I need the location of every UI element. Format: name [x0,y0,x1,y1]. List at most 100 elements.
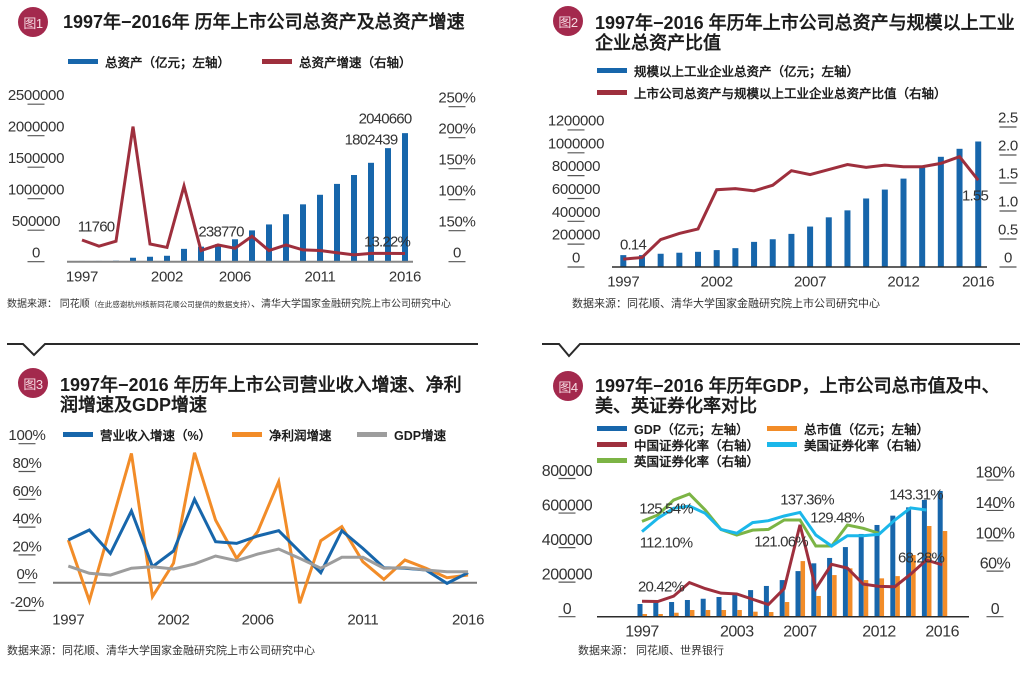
right-axis-tick-label: 0.5 [998,222,1018,239]
left-axis-tick-label: 2000000 [8,119,64,136]
figure-4-badge: 图4 [553,371,583,401]
left-axis-tick-label: 800000 [552,158,600,175]
x-axis-tick-label: 2016 [389,269,421,286]
industrial-assets-bar [769,239,776,267]
left-axis-tick-label: 200000 [542,567,593,584]
legend-label: 净利润增速 [269,428,332,443]
market-cap-bar [911,555,916,617]
x-axis-tick-label: 2002 [701,274,733,291]
figure-2-legend-industrial-assets: 规模以上工业企业总资产（亿元；左轴） [597,62,860,79]
x-axis-tick-label: 2016 [452,612,484,629]
total-assets-bar [385,148,391,262]
industrial-assets-bar [695,251,702,267]
data-label: 68.28% [898,550,945,567]
left-axis-tick-label: 600000 [552,181,600,198]
us-securitization-line [641,504,927,548]
market-cap-bar [879,578,885,617]
gdp-bar [700,598,706,617]
figure-4-source: 数据来源： 同花顺、世界银行 [578,645,725,657]
left-axis-tick-label: 2500000 [8,87,64,104]
legend-label: 总资产增速（右轴） [299,55,412,70]
figure-2-title-line-1: 1997年−2016 年历年上市公司总资产与规模以上工业 [595,13,1015,33]
left-axis-tick-label: 1000000 [548,135,604,152]
left-axis-tick-label: 400000 [542,532,593,549]
market-cap-bar [816,595,821,617]
listed-to-industrial-ratio-line [623,154,980,261]
x-axis-tick-label: 2016 [962,274,994,291]
industrial-assets-bar [788,233,795,267]
figure-2-title-line-2: 企业总资产比值 [595,33,721,53]
industrial-assets-bar [657,253,664,267]
figure-4-title-line-2: 美、英证券化率对比 [595,396,757,416]
right-axis-tick-label: 180% [976,465,1015,482]
total-assets-bar [164,255,170,262]
left-axis-tick-label: 800000 [542,463,593,480]
legend-swatch-green [597,457,627,463]
figure-2-source: 数据来源：同花顺、清华大学国家金融研究院上市公司研究中心 [572,298,880,310]
right-axis-tick-label: 140% [976,495,1015,512]
right-axis-tick-label: 1.5 [998,166,1018,183]
left-axis-tick-label: 500000 [12,213,60,230]
gdp-bar [763,585,769,617]
gdp-bar [827,557,833,617]
figure-1-title: 1997年−2016年 历年上市公司总资产及总资产增速 [63,12,465,32]
industrial-assets-bar [956,148,963,267]
figure-2-title: 1997年−2016 年历年上市公司总资产与规模以上工业 企业总资产比值 [595,13,1015,53]
right-axis-tick-label: 2.0 [998,138,1018,155]
right-axis-tick-label: 1.0 [998,194,1018,211]
left-axis-tick-label: 20% [12,538,41,555]
gdp-bar [637,604,643,617]
china-securitization-line [641,524,943,607]
figure-3-title-line-2: 润增速及GDP增速 [60,395,208,415]
left-axis-tick-label: 200000 [552,227,600,244]
total-assets-bar [266,224,272,262]
source-note: （在此感谢杭州核新同花顺公司提供的数据支持） [89,300,252,309]
market-cap-bar [800,561,806,617]
right-axis-tick-label: 2.5 [998,110,1018,127]
right-axis-tick-label: 100% [438,183,475,200]
industrial-assets-bar [713,250,720,267]
market-cap-bar [737,609,742,617]
legend-swatch-red [262,58,292,64]
market-cap-bar [753,611,758,617]
left-axis-tick-label: 1000000 [8,182,64,199]
industrial-assets-bar [937,156,944,267]
gdp-bar [937,490,943,617]
industrial-assets-bar [881,189,888,267]
market-cap-bar [689,609,695,617]
right-axis-tick-label: 150% [438,152,475,169]
data-label: 129.48% [810,510,864,527]
market-cap-bar [674,612,679,617]
left-axis-tick-label: 60% [12,483,41,500]
legend-label: 规模以上工业企业总资产（亿元；左轴） [634,64,860,79]
data-label: 2040660 [359,111,412,128]
x-axis-tick-label: 2003 [720,624,754,641]
legend-swatch-blue [597,425,627,431]
figure-2-badge: 图2 [553,6,583,36]
x-axis-tick-label: 2007 [794,274,826,291]
data-label: 1802439 [345,132,398,149]
right-axis-tick-label: 60% [980,556,1011,573]
legend-swatch-orange [767,425,797,431]
figure-4-title: 1997年−2016 年历年GDP，上市公司总市值及中、 美、英证券化率对比 [595,376,1000,416]
market-cap-bar [768,612,774,617]
figure-3-source: 数据来源：同花顺、清华大学国家金融研究院上市公司研究中心 [7,645,315,657]
gdp-bar [795,571,801,617]
figure-4-legend-china: 中国证券化率（右轴） [597,436,759,453]
legend-label: 总市值（亿元；左轴） [804,422,930,437]
data-label: 1.55 [962,188,988,205]
x-axis-tick-label: 2016 [925,624,959,641]
industrial-assets-bar [825,217,832,267]
market-cap-bar [658,614,663,617]
legend-label: 英国证券化率（右轴） [634,454,760,469]
total-assets-bar [351,175,357,262]
market-cap-bar [642,614,648,617]
total-assets-bar [232,239,238,262]
gdp-bar [732,594,738,617]
right-axis-tick-label: 0 [453,245,461,262]
section-divider-right [542,343,1020,358]
market-cap-bar [832,575,837,617]
industrial-assets-bar [676,252,683,267]
left-axis-tick-label: -20% [10,594,44,611]
figure-1-legend-total-assets: 总资产（亿元；左轴） [68,53,230,70]
